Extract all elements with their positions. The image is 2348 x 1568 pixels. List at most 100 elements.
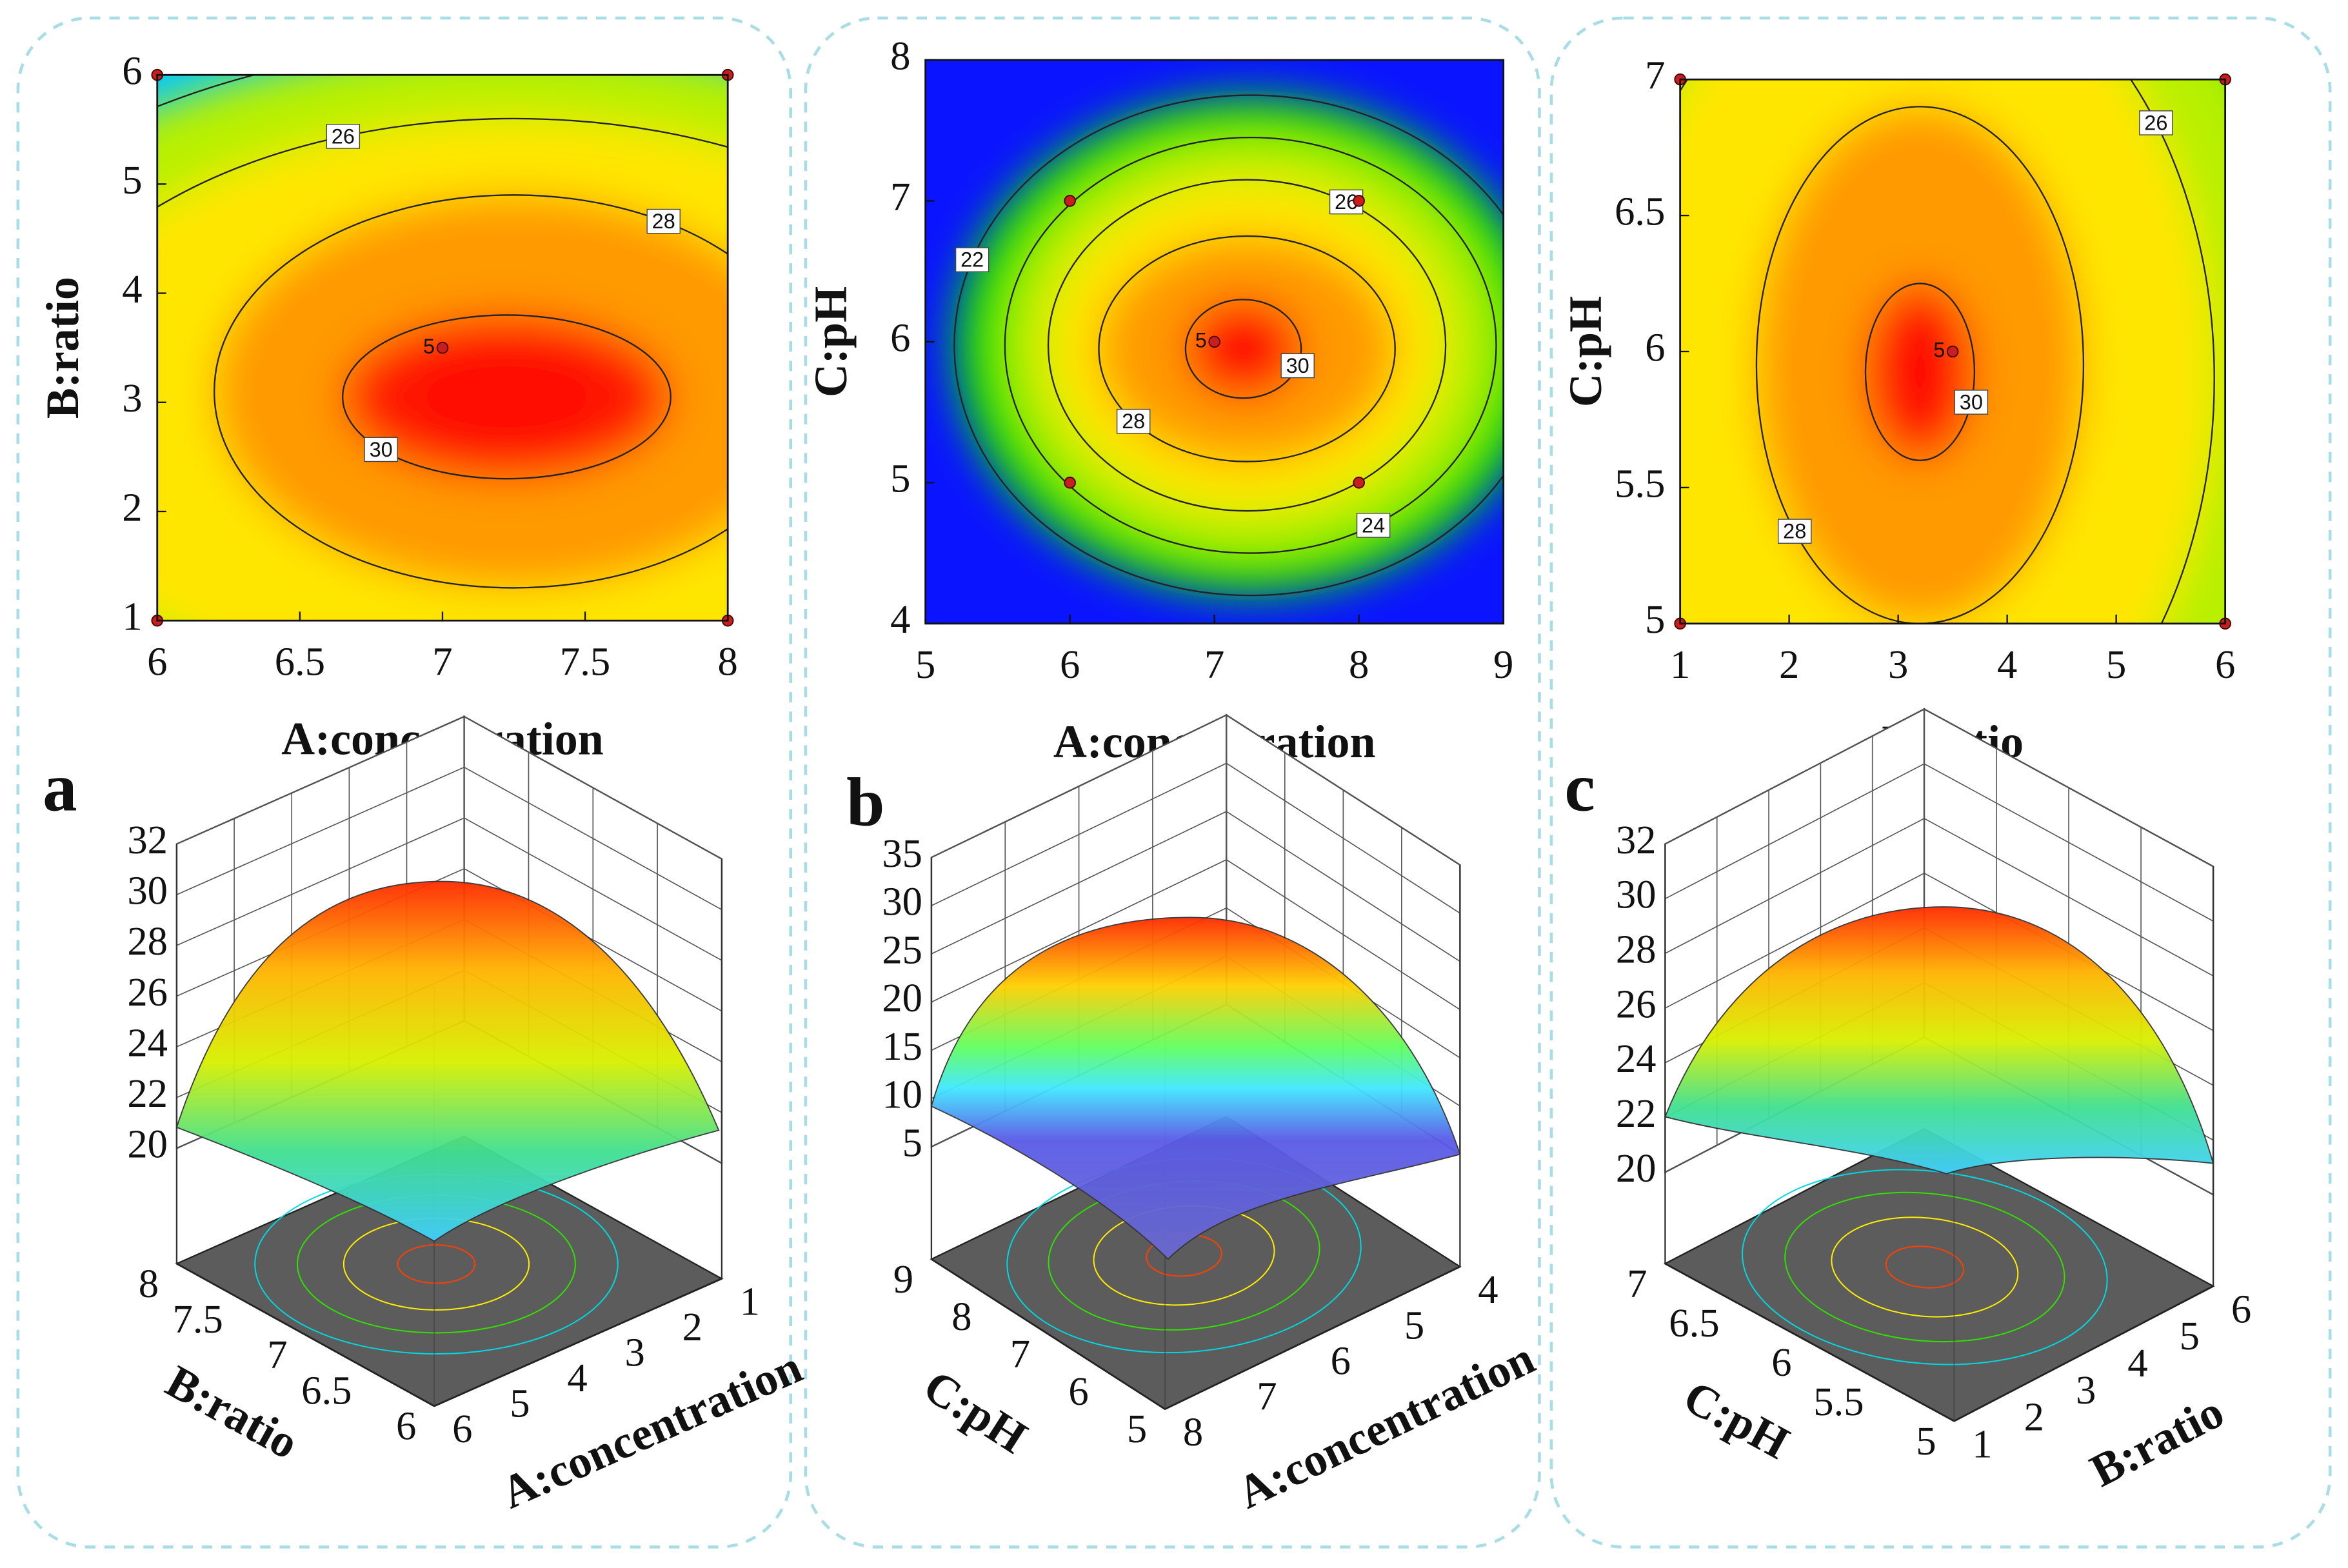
- base-tick-label: 9: [893, 1256, 913, 1302]
- base-tick-label: 5: [1404, 1302, 1424, 1347]
- base-edge: [176, 1262, 435, 1407]
- base-tick-label: 7: [267, 1332, 287, 1377]
- floor-contour: [306, 1199, 568, 1329]
- base-tick-label: 8: [951, 1294, 971, 1339]
- y-tick-label: 1: [122, 594, 142, 639]
- base-edge: [1164, 1265, 1460, 1410]
- floor-contour: [180, 1137, 692, 1391]
- floor-contours: [180, 1137, 692, 1391]
- z-tick-label: 32: [127, 817, 168, 862]
- contour-line: [1184, 299, 1302, 399]
- base-tick-label: 7: [1627, 1261, 1647, 1306]
- contour-line: [1004, 136, 1497, 554]
- response-surface: [1664, 906, 2214, 1175]
- contour-label: 28: [652, 210, 675, 233]
- base-tick-label: 5: [1916, 1418, 1936, 1464]
- design-point: [1064, 477, 1076, 489]
- base-tick-label: 4: [1478, 1267, 1498, 1312]
- heat-core: [1887, 319, 1953, 425]
- base-tick-label: 5: [1127, 1406, 1147, 1451]
- center-label: 5: [1933, 339, 1945, 362]
- design-point: [1208, 335, 1220, 348]
- design-point: [1064, 195, 1076, 207]
- y-tick-label: 6: [890, 315, 910, 360]
- contour-label-box: [326, 124, 361, 149]
- x-tick-label: 6: [1060, 642, 1080, 687]
- floor-contour: [1870, 1238, 1980, 1296]
- base-tick-label: 5: [2180, 1313, 2200, 1358]
- design-point: [1353, 195, 1365, 207]
- contour-label: 26: [2144, 111, 2167, 134]
- contour-label-box: [1356, 513, 1391, 538]
- base-tick-label: 5.5: [1813, 1379, 1864, 1424]
- z-tick-label: 20: [882, 975, 922, 1020]
- panel-frame: [16, 16, 793, 1549]
- floor-contour: [1667, 1129, 2183, 1404]
- panel-frames: [16, 16, 2332, 1549]
- x-tick-label: 4: [1997, 642, 2017, 687]
- base-tick-label: 8: [1183, 1409, 1203, 1454]
- center-label: 5: [1195, 328, 1207, 352]
- z-tick-label: 26: [127, 969, 168, 1015]
- base-axis-label: B:ratio: [2082, 1385, 2232, 1497]
- z-tick-label: 20: [127, 1122, 168, 1167]
- y-tick-label: 7: [890, 174, 910, 219]
- panel-frame: [1549, 16, 2332, 1549]
- z-tick-label: 30: [127, 868, 168, 913]
- panel-letter: a: [43, 749, 77, 826]
- contour-line: [157, 117, 728, 621]
- z-tick-label: 30: [1616, 872, 1657, 917]
- y-tick-label: 3: [122, 375, 142, 421]
- base-tick-label: 7: [1257, 1374, 1277, 1419]
- heatmap: [954, 95, 1504, 596]
- y-axis-label: C:pH: [1560, 296, 1611, 407]
- base-tick-label: 4: [567, 1355, 587, 1400]
- z-tick-label: 20: [1616, 1146, 1657, 1191]
- contour-label: 22: [960, 248, 984, 272]
- design-point: [1353, 477, 1365, 489]
- x-tick-label: 8: [1349, 642, 1369, 687]
- base-tick-label: 7.5: [173, 1296, 223, 1342]
- contour-label-box: [1778, 519, 1812, 544]
- base-axis-label: C:pH: [1675, 1371, 1797, 1469]
- contour-label-box: [1954, 390, 1989, 415]
- contour-line: [1680, 79, 2215, 624]
- z-tick-label: 24: [127, 1020, 168, 1065]
- floor-contour: [382, 1237, 491, 1291]
- base-tick-label: 6: [452, 1406, 472, 1451]
- center-label: 5: [423, 335, 435, 358]
- x-tick-label: 9: [1493, 642, 1513, 687]
- y-tick-label: 5: [1645, 597, 1665, 642]
- y-tick-label: 7: [1645, 53, 1665, 98]
- contour-label-box: [2139, 110, 2173, 135]
- contour-label: 30: [370, 438, 393, 461]
- contour-label: 26: [332, 124, 355, 148]
- heat-core: [408, 348, 606, 446]
- x-tick-label: 6: [2215, 642, 2235, 687]
- base-tick-label: 8: [139, 1261, 159, 1306]
- base-axis-label: A:concentration: [1229, 1332, 1542, 1518]
- z-tick-label: 5: [902, 1120, 922, 1165]
- z-tick-label: 35: [882, 831, 922, 876]
- z-tick-label: 22: [127, 1071, 168, 1116]
- contour-label-box: [646, 208, 681, 234]
- z-tick-label: 25: [882, 927, 922, 972]
- heat-core: [1208, 319, 1278, 379]
- base-tick-label: 2: [2024, 1394, 2044, 1440]
- base-axis-label: A:concentration: [493, 1341, 809, 1519]
- y-axis-label: C:pH: [805, 286, 857, 397]
- base-tick-label: 3: [2076, 1367, 2096, 1413]
- y-tick-label: 6: [122, 48, 142, 94]
- z-tick-label: 10: [882, 1072, 922, 1117]
- base-edge: [1664, 1262, 1955, 1422]
- contour-label-box: [364, 437, 398, 462]
- y-tick-label: 4: [890, 597, 910, 642]
- x-tick-label: 7: [432, 639, 452, 684]
- contour-line: [953, 94, 1504, 597]
- base-tick-label: 2: [682, 1304, 702, 1349]
- x-tick-label: 1: [1670, 642, 1690, 687]
- contour-plot: [925, 59, 1504, 624]
- z-tick-label: 24: [1616, 1036, 1657, 1081]
